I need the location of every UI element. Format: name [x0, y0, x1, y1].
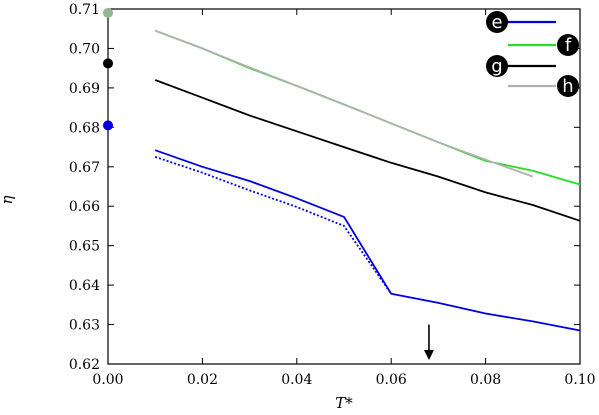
marker-g	[103, 58, 113, 69]
legend-label-e: e	[491, 12, 502, 33]
series-line-dotted	[154, 156, 392, 295]
marker-layer	[103, 7, 113, 131]
arrow-head	[423, 350, 434, 361]
y-tick-label: 0.62	[69, 357, 100, 373]
y-tick-label: 0.70	[69, 41, 100, 57]
x-tick-label: 0.02	[187, 372, 218, 388]
series-line-f	[154, 29, 581, 186]
y-tick-label: 0.65	[69, 239, 100, 255]
y-tick-label: 0.66	[69, 199, 100, 215]
y-tick-label: 0.71	[69, 2, 100, 18]
y-tick-label: 0.69	[69, 81, 100, 97]
legend: e f g h	[486, 11, 579, 97]
legend-badge-h	[557, 75, 579, 97]
legend-label-h: h	[562, 76, 573, 97]
plot-frame	[107, 8, 581, 365]
series-layer	[154, 29, 581, 332]
y-tick-label: 0.67	[69, 160, 100, 176]
marker-h	[103, 7, 113, 18]
x-axis-title: T*	[335, 394, 353, 412]
y-tick-label: 0.64	[69, 278, 100, 294]
x-tick-label: 0.04	[281, 372, 312, 388]
series-line-g	[154, 79, 581, 222]
x-tick-label: 0.08	[470, 372, 501, 388]
marker-e	[103, 120, 113, 131]
legend-label-f: f	[565, 35, 572, 56]
axis-ticks: 0.00 0.02 0.04 0.06 0.08 0.10 0.62 0.63 0.64 0.65…	[69, 2, 596, 388]
y-tick-label: 0.68	[69, 120, 100, 136]
series-line-h	[154, 29, 534, 178]
legend-badge-e	[486, 11, 508, 33]
series-line-e	[154, 149, 581, 332]
legend-badge-g	[486, 55, 508, 77]
x-tick-label: 0.00	[92, 372, 123, 388]
legend-badge-f	[557, 34, 579, 56]
x-tick-label: 0.10	[564, 372, 595, 388]
legend-label-g: g	[491, 56, 502, 77]
y-tick-label: 0.63	[69, 318, 100, 334]
arrow-layer	[423, 324, 434, 361]
x-tick-label: 0.06	[376, 372, 407, 388]
y-axis-title: η	[0, 196, 16, 205]
